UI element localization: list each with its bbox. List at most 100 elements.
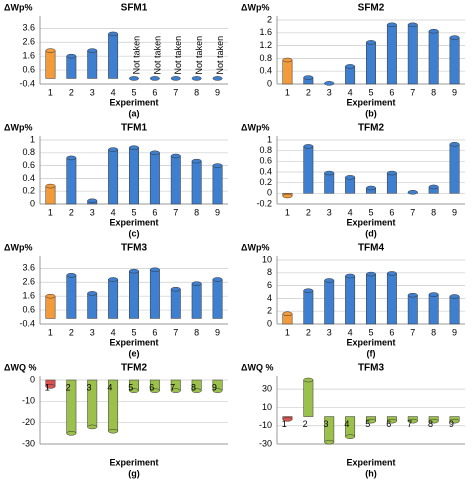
y-axis-label: ΔWp% (241, 122, 269, 132)
bar-cap (87, 424, 98, 430)
y-axis-label: ΔWp% (4, 122, 32, 132)
bar-cap (108, 428, 119, 434)
bar (386, 273, 397, 325)
x-tick-label: 1 (45, 382, 50, 392)
x-tick-label: 8 (191, 382, 196, 392)
x-tick-label: 2 (303, 419, 308, 429)
bar-cap (170, 153, 181, 159)
bar-cap (407, 292, 418, 298)
x-axis-label: Experiment (346, 337, 395, 347)
y-tick-label: 0.6 (22, 160, 35, 170)
bar-cap (303, 288, 314, 293)
bar-cap (366, 185, 376, 191)
x-axis-label: Experiment (109, 97, 158, 107)
x-tick-label: 7 (170, 382, 175, 392)
x-tick-label: 1 (285, 327, 290, 337)
bar-cap (407, 418, 418, 424)
y-tick-label: 30 (262, 384, 272, 394)
x-tick-label: 2 (69, 327, 74, 337)
panel-label: (c) (129, 228, 140, 238)
x-tick-label: 9 (215, 207, 220, 217)
x-axis-label: Experiment (346, 217, 395, 227)
bar (87, 50, 98, 79)
y-tick-label: 0 (267, 188, 272, 198)
bar-cap (45, 293, 56, 299)
x-tick-label: 5 (368, 207, 373, 217)
panel-label: (g) (128, 468, 140, 478)
x-axis-label: Experiment (109, 337, 158, 347)
bar-cap (212, 277, 223, 282)
x-tick-label: 1 (282, 419, 287, 429)
bar (66, 55, 77, 79)
bar (108, 149, 119, 205)
bar (345, 66, 356, 85)
bar-cap (428, 418, 439, 424)
y-tick-label: -30 (22, 438, 35, 448)
panel-label: (e) (129, 348, 140, 358)
bar-cap (45, 183, 56, 189)
y-tick-label: 2 (267, 306, 272, 316)
bar-cap (66, 155, 77, 161)
bar-cap (386, 418, 397, 424)
bar-cap (345, 434, 356, 439)
y-tick-label: 1.6 (22, 51, 35, 61)
chart-title: TFM4 (358, 243, 385, 254)
x-tick-label: 8 (194, 207, 199, 217)
x-tick-label: 5 (365, 419, 370, 429)
y-axis-label: ΔWp% (241, 242, 269, 252)
y-tick-label: 1.6 (22, 291, 35, 301)
y-tick-label: -10 (259, 420, 272, 430)
y-tick-label: 3.6 (22, 23, 35, 33)
y-tick-label: 1 (30, 134, 35, 144)
bar-cap (324, 81, 335, 86)
bar (108, 279, 119, 319)
bar-cap (303, 144, 314, 149)
x-tick-label: 7 (410, 207, 415, 217)
y-tick-label: 0.8 (22, 147, 35, 157)
y-tick-label: 0.4 (259, 166, 272, 176)
x-tick-label: 6 (152, 327, 157, 337)
bar-cap (191, 281, 202, 286)
x-tick-label: 2 (69, 87, 74, 97)
bar-cap (87, 291, 98, 296)
bar (149, 152, 160, 205)
x-tick-label: 3 (90, 87, 95, 97)
y-axis-label: ΔWp% (4, 2, 32, 12)
bar-cap (324, 170, 335, 176)
y-tick-label: 0.4 (22, 173, 35, 183)
y-tick-label: 0.8 (259, 53, 272, 63)
bar-cap (366, 40, 376, 45)
bar-cap (282, 311, 293, 317)
bar-cap (66, 53, 77, 59)
x-axis-label: Experiment (346, 97, 395, 107)
bar (108, 33, 119, 79)
bar-cap (428, 292, 439, 297)
panel-label: (d) (365, 228, 377, 238)
bar (345, 177, 356, 194)
chart-title: TFM2 (358, 123, 385, 134)
y-axis-label: ΔWQ % (4, 362, 36, 372)
y-axis-label: ΔWp% (4, 242, 32, 252)
y-tick-label: -30 (259, 438, 272, 448)
bar-disc (191, 76, 202, 81)
bar (129, 147, 139, 205)
x-tick-label: 2 (69, 207, 74, 217)
x-tick-label: 4 (111, 207, 116, 217)
x-tick-label: 8 (431, 327, 436, 337)
bar-cap (45, 384, 56, 389)
x-tick-label: 6 (389, 207, 394, 217)
value-label: Not taken (131, 36, 141, 75)
x-tick-label: 9 (215, 87, 220, 97)
bar-disc (129, 76, 139, 81)
x-tick-label: 4 (348, 207, 353, 217)
x-tick-label: 1 (48, 327, 53, 337)
bar-cap (449, 142, 460, 147)
y-tick-label: 3.6 (22, 263, 35, 273)
bar-cap (345, 64, 356, 69)
y-tick-label: 0.2 (259, 177, 272, 187)
y-tick-label: 0 (30, 374, 35, 384)
bar (45, 295, 56, 319)
y-tick-label: 0 (30, 198, 35, 208)
bar-cap (428, 184, 439, 190)
